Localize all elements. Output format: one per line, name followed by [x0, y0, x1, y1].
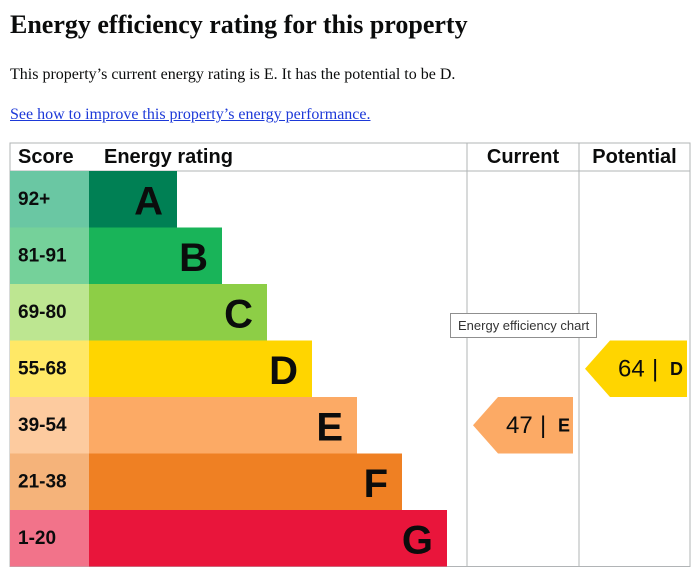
band-letter-e: E — [316, 405, 343, 449]
score-label-d: 55-68 — [18, 358, 67, 379]
score-cell-e — [10, 397, 89, 454]
band-letter-b: B — [179, 236, 208, 280]
improve-performance-link[interactable]: See how to improve this property’s energ… — [10, 106, 371, 123]
current-rating-letter: E — [558, 415, 570, 435]
potential-rating-letter: D — [670, 359, 683, 379]
header-energy-rating: Energy rating — [104, 146, 233, 168]
score-cell-a — [10, 171, 89, 228]
current-rating-arrow — [473, 397, 573, 454]
header-current: Current — [487, 146, 560, 168]
score-cell-b — [10, 227, 89, 284]
header-potential: Potential — [592, 146, 676, 168]
current-rating-value: 47 — [506, 412, 533, 439]
band-bar-d — [89, 340, 312, 397]
header-score: Score — [18, 146, 74, 168]
chart-tooltip: Energy efficiency chart — [450, 313, 598, 338]
score-cell-c — [10, 284, 89, 341]
band-bar-e — [89, 397, 357, 454]
band-bar-b — [89, 227, 222, 284]
score-label-b: 81-91 — [18, 245, 67, 266]
score-label-e: 39-54 — [18, 415, 67, 436]
band-letter-c: C — [224, 292, 253, 336]
band-bar-a — [89, 171, 177, 228]
band-letter-g: G — [402, 518, 433, 562]
score-label-c: 69-80 — [18, 302, 67, 323]
potential-rating-value: 64 — [618, 355, 645, 382]
band-bar-g — [89, 510, 447, 567]
score-cell-d — [10, 340, 89, 397]
band-bar-f — [89, 453, 402, 510]
band-letter-a: A — [134, 179, 163, 223]
score-cell-g — [10, 510, 89, 567]
potential-rating-separator: | — [652, 355, 658, 382]
potential-rating-arrow — [585, 340, 687, 397]
band-letter-d: D — [269, 349, 298, 393]
band-letter-f: F — [364, 462, 388, 506]
rating-summary: This property’s current energy rating is… — [10, 66, 456, 83]
page-title: Energy efficiency rating for this proper… — [10, 10, 468, 39]
score-label-g: 1-20 — [18, 528, 56, 549]
score-label-f: 21-38 — [18, 471, 67, 492]
current-rating-separator: | — [540, 412, 546, 439]
score-cell-f — [10, 453, 89, 510]
score-label-a: 92+ — [18, 189, 50, 210]
band-bar-c — [89, 284, 267, 341]
